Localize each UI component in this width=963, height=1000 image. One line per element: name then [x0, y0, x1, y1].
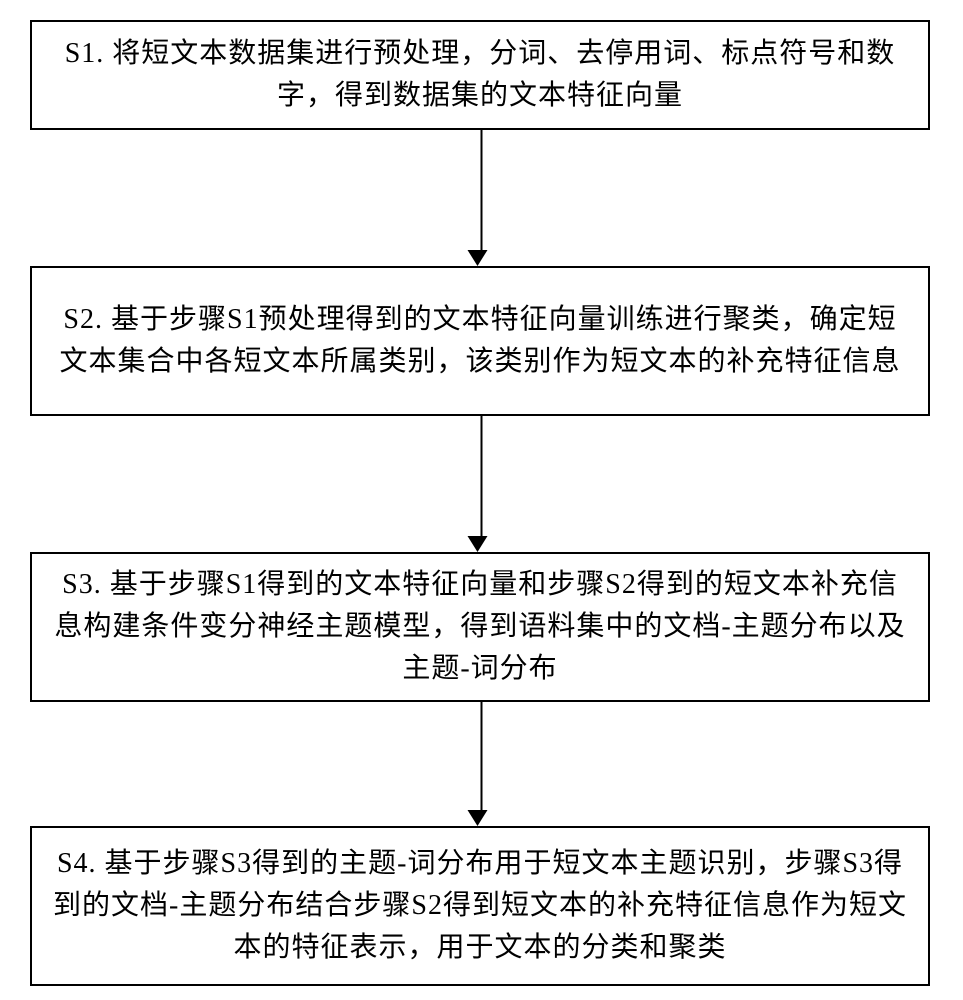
flowchart-step-s3: S3. 基于步骤S1得到的文本特征向量和步骤S2得到的短文本补充信息构建条件变分… — [30, 552, 930, 702]
flowchart-arrow-3 — [476, 702, 487, 826]
step-text: S4. 基于步骤S3得到的主题-词分布用于短文本主题识别，步骤S3得到的文档-主… — [52, 843, 908, 969]
arrow-line — [481, 130, 483, 250]
arrow-head-icon — [467, 250, 487, 266]
step-text: S2. 基于步骤S1预处理得到的文本特征向量训练进行聚类，确定短文本集合中各短文… — [52, 299, 908, 383]
flowchart-arrow-2 — [476, 416, 487, 552]
flowchart-step-s4: S4. 基于步骤S3得到的主题-词分布用于短文本主题识别，步骤S3得到的文档-主… — [30, 826, 930, 986]
arrow-head-icon — [467, 536, 487, 552]
flowchart-arrow-1 — [476, 130, 487, 266]
flowchart-container: S1. 将短文本数据集进行预处理，分词、去停用词、标点符号和数字，得到数据集的文… — [0, 0, 963, 1000]
flowchart-step-s2: S2. 基于步骤S1预处理得到的文本特征向量训练进行聚类，确定短文本集合中各短文… — [30, 266, 930, 416]
step-text: S3. 基于步骤S1得到的文本特征向量和步骤S2得到的短文本补充信息构建条件变分… — [52, 564, 908, 690]
arrow-line — [481, 416, 483, 536]
flowchart-step-s1: S1. 将短文本数据集进行预处理，分词、去停用词、标点符号和数字，得到数据集的文… — [30, 20, 930, 130]
step-text: S1. 将短文本数据集进行预处理，分词、去停用词、标点符号和数字，得到数据集的文… — [52, 33, 908, 117]
arrow-head-icon — [467, 810, 487, 826]
arrow-line — [481, 702, 483, 810]
